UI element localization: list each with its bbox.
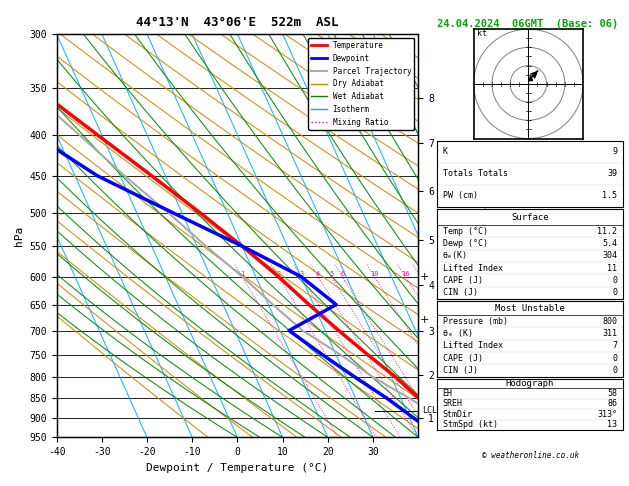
- Text: 311: 311: [602, 329, 617, 338]
- Text: 7: 7: [612, 341, 617, 350]
- Title: 44°13'N  43°06'E  522m  ASL: 44°13'N 43°06'E 522m ASL: [136, 16, 338, 29]
- Y-axis label: hPa: hPa: [14, 226, 24, 246]
- Text: PW (cm): PW (cm): [443, 191, 477, 200]
- Text: 11.2: 11.2: [597, 227, 617, 236]
- Text: 9: 9: [612, 147, 617, 156]
- Text: Lifted Index: Lifted Index: [443, 264, 503, 273]
- Text: © weatheronline.co.uk: © weatheronline.co.uk: [482, 451, 579, 460]
- Text: Surface: Surface: [511, 212, 548, 222]
- Text: +: +: [420, 315, 430, 326]
- Text: K: K: [443, 147, 448, 156]
- Text: 800: 800: [602, 316, 617, 326]
- Text: StmSpd (kt): StmSpd (kt): [443, 420, 498, 429]
- Text: CAPE (J): CAPE (J): [443, 354, 482, 363]
- Legend: Temperature, Dewpoint, Parcel Trajectory, Dry Adiabat, Wet Adiabat, Isotherm, Mi: Temperature, Dewpoint, Parcel Trajectory…: [308, 38, 415, 130]
- Text: EH: EH: [443, 389, 453, 398]
- Text: θₑ (K): θₑ (K): [443, 329, 473, 338]
- Text: Hodograph: Hodograph: [506, 379, 554, 388]
- Text: 5: 5: [329, 271, 333, 277]
- Text: 58: 58: [607, 389, 617, 398]
- Text: 5.4: 5.4: [602, 239, 617, 248]
- Text: 304: 304: [602, 251, 617, 260]
- Text: 4: 4: [316, 271, 320, 277]
- Text: LCL: LCL: [422, 406, 437, 415]
- Text: 6: 6: [340, 271, 344, 277]
- Text: CIN (J): CIN (J): [443, 366, 477, 375]
- Text: +: +: [420, 272, 430, 281]
- Text: 0: 0: [612, 366, 617, 375]
- Text: 16: 16: [401, 271, 409, 277]
- Text: 11: 11: [607, 264, 617, 273]
- Text: 3: 3: [299, 271, 303, 277]
- Text: Lifted Index: Lifted Index: [443, 341, 503, 350]
- Text: 10: 10: [370, 271, 379, 277]
- Text: StmDir: StmDir: [443, 410, 473, 419]
- Y-axis label: km
ASL: km ASL: [440, 227, 461, 244]
- Text: 1.5: 1.5: [602, 191, 617, 200]
- Text: Temp (°C): Temp (°C): [443, 227, 487, 236]
- Text: 2: 2: [277, 271, 281, 277]
- Text: 0: 0: [612, 354, 617, 363]
- Text: CAPE (J): CAPE (J): [443, 276, 482, 285]
- Text: SREH: SREH: [443, 399, 463, 408]
- Text: 0: 0: [612, 276, 617, 285]
- Text: kt: kt: [477, 30, 487, 38]
- Text: 39: 39: [607, 169, 617, 178]
- Text: Most Unstable: Most Unstable: [495, 304, 565, 312]
- Text: 1: 1: [240, 271, 244, 277]
- Text: Mixing Ratio (g/kg): Mixing Ratio (g/kg): [479, 188, 488, 283]
- Text: θₑ(K): θₑ(K): [443, 251, 468, 260]
- X-axis label: Dewpoint / Temperature (°C): Dewpoint / Temperature (°C): [147, 463, 328, 473]
- Text: 313°: 313°: [597, 410, 617, 419]
- Text: 86: 86: [607, 399, 617, 408]
- Text: 24.04.2024  06GMT  (Base: 06): 24.04.2024 06GMT (Base: 06): [437, 19, 618, 30]
- Text: Pressure (mb): Pressure (mb): [443, 316, 508, 326]
- Text: 13: 13: [607, 420, 617, 429]
- Text: CIN (J): CIN (J): [443, 288, 477, 297]
- Text: 0: 0: [612, 288, 617, 297]
- Text: Dewp (°C): Dewp (°C): [443, 239, 487, 248]
- Text: Totals Totals: Totals Totals: [443, 169, 508, 178]
